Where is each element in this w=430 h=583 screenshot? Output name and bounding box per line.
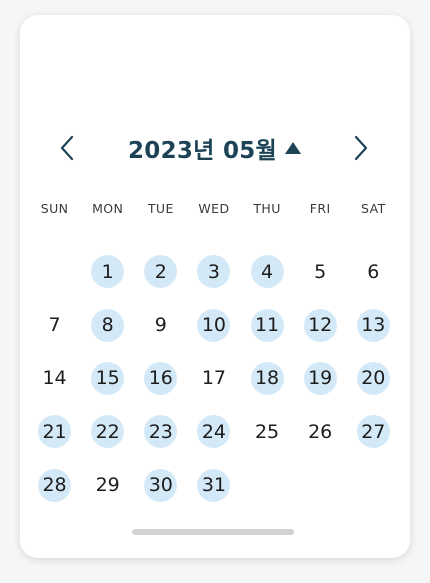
weekday-wed: WED — [198, 201, 230, 216]
day-cell: 11 — [241, 298, 294, 351]
home-indicator[interactable] — [132, 529, 294, 535]
empty-day-cell — [28, 245, 81, 298]
day-8[interactable]: 8 — [91, 308, 125, 342]
day-27[interactable]: 27 — [356, 415, 390, 449]
day-1[interactable]: 1 — [91, 255, 125, 289]
day-cell: 27 — [347, 405, 400, 458]
day-cell: 5 — [294, 245, 347, 298]
day-cell: 4 — [241, 245, 294, 298]
day-19[interactable]: 19 — [303, 361, 337, 395]
weekday-sun: SUN — [40, 201, 69, 216]
weekday-fri: FRI — [309, 201, 331, 216]
day-cell: 20 — [347, 352, 400, 405]
day-10[interactable]: 10 — [197, 308, 231, 342]
day-17[interactable]: 17 — [201, 367, 227, 390]
day-cell: 3 — [187, 245, 240, 298]
day-grid: 1 2 3 4 5 6 7 8 9 10 11 12 13 14 15 16 17 18 19 20 21 22 23 24 2… — [28, 245, 400, 512]
chevron-left-icon — [60, 135, 74, 161]
day-cell: 29 — [81, 459, 134, 512]
day-13[interactable]: 13 — [356, 308, 390, 342]
day-cell: 23 — [134, 405, 187, 458]
day-cell: 7 — [28, 298, 81, 351]
day-cell: 6 — [347, 245, 400, 298]
day-6[interactable]: 6 — [367, 260, 380, 283]
weekday-mon: MON — [92, 201, 124, 216]
day-cell: 15 — [81, 352, 134, 405]
day-21[interactable]: 21 — [38, 415, 72, 449]
triangle-up-icon — [284, 141, 302, 155]
day-cell: 10 — [187, 298, 240, 351]
day-25[interactable]: 25 — [254, 420, 280, 443]
day-24[interactable]: 24 — [197, 415, 231, 449]
day-cell: 14 — [28, 352, 81, 405]
day-4[interactable]: 4 — [250, 255, 284, 289]
day-cell: 31 — [187, 459, 240, 512]
month-year-toggle[interactable]: 2023년 05월 — [20, 131, 410, 165]
day-cell: 16 — [134, 352, 187, 405]
day-cell: 25 — [241, 405, 294, 458]
day-31[interactable]: 31 — [197, 468, 231, 502]
day-2[interactable]: 2 — [144, 255, 178, 289]
day-cell: 24 — [187, 405, 240, 458]
day-cell: 21 — [28, 405, 81, 458]
prev-month-button[interactable] — [52, 133, 82, 163]
day-cell: 17 — [187, 352, 240, 405]
day-20[interactable]: 20 — [356, 361, 390, 395]
chevron-right-icon — [354, 135, 368, 161]
day-7[interactable]: 7 — [48, 314, 61, 337]
day-cell: 9 — [134, 298, 187, 351]
day-30[interactable]: 30 — [144, 468, 178, 502]
day-15[interactable]: 15 — [91, 361, 125, 395]
day-cell: 2 — [134, 245, 187, 298]
day-26[interactable]: 26 — [308, 420, 333, 443]
day-22[interactable]: 22 — [91, 415, 125, 449]
weekday-thu: THU — [253, 201, 281, 216]
next-month-button[interactable] — [346, 133, 376, 163]
day-5[interactable]: 5 — [314, 260, 327, 283]
day-cell: 30 — [134, 459, 187, 512]
day-12[interactable]: 12 — [303, 308, 337, 342]
month-year-label: 2023년 05월 — [127, 138, 278, 164]
day-23[interactable]: 23 — [144, 415, 178, 449]
day-cell: 18 — [241, 352, 294, 405]
day-cell: 22 — [81, 405, 134, 458]
day-11[interactable]: 11 — [250, 308, 284, 342]
day-cell: 12 — [294, 298, 347, 351]
day-9[interactable]: 9 — [154, 314, 167, 337]
weekday-tue: TUE — [147, 201, 174, 216]
day-16[interactable]: 16 — [144, 361, 178, 395]
weekday-header-row: SUN MON TUE WED THU FRI SAT — [28, 201, 400, 216]
day-cell: 19 — [294, 352, 347, 405]
day-14[interactable]: 14 — [42, 367, 67, 390]
day-cell: 28 — [28, 459, 81, 512]
day-cell: 13 — [347, 298, 400, 351]
day-3[interactable]: 3 — [197, 255, 231, 289]
day-18[interactable]: 18 — [250, 361, 284, 395]
day-cell: 1 — [81, 245, 134, 298]
day-cell: 26 — [294, 405, 347, 458]
weekday-sat: SAT — [361, 201, 386, 216]
day-29[interactable]: 29 — [95, 474, 120, 497]
day-cell: 8 — [81, 298, 134, 351]
day-28[interactable]: 28 — [38, 468, 72, 502]
calendar-header: 2023년 05월 — [20, 129, 410, 165]
